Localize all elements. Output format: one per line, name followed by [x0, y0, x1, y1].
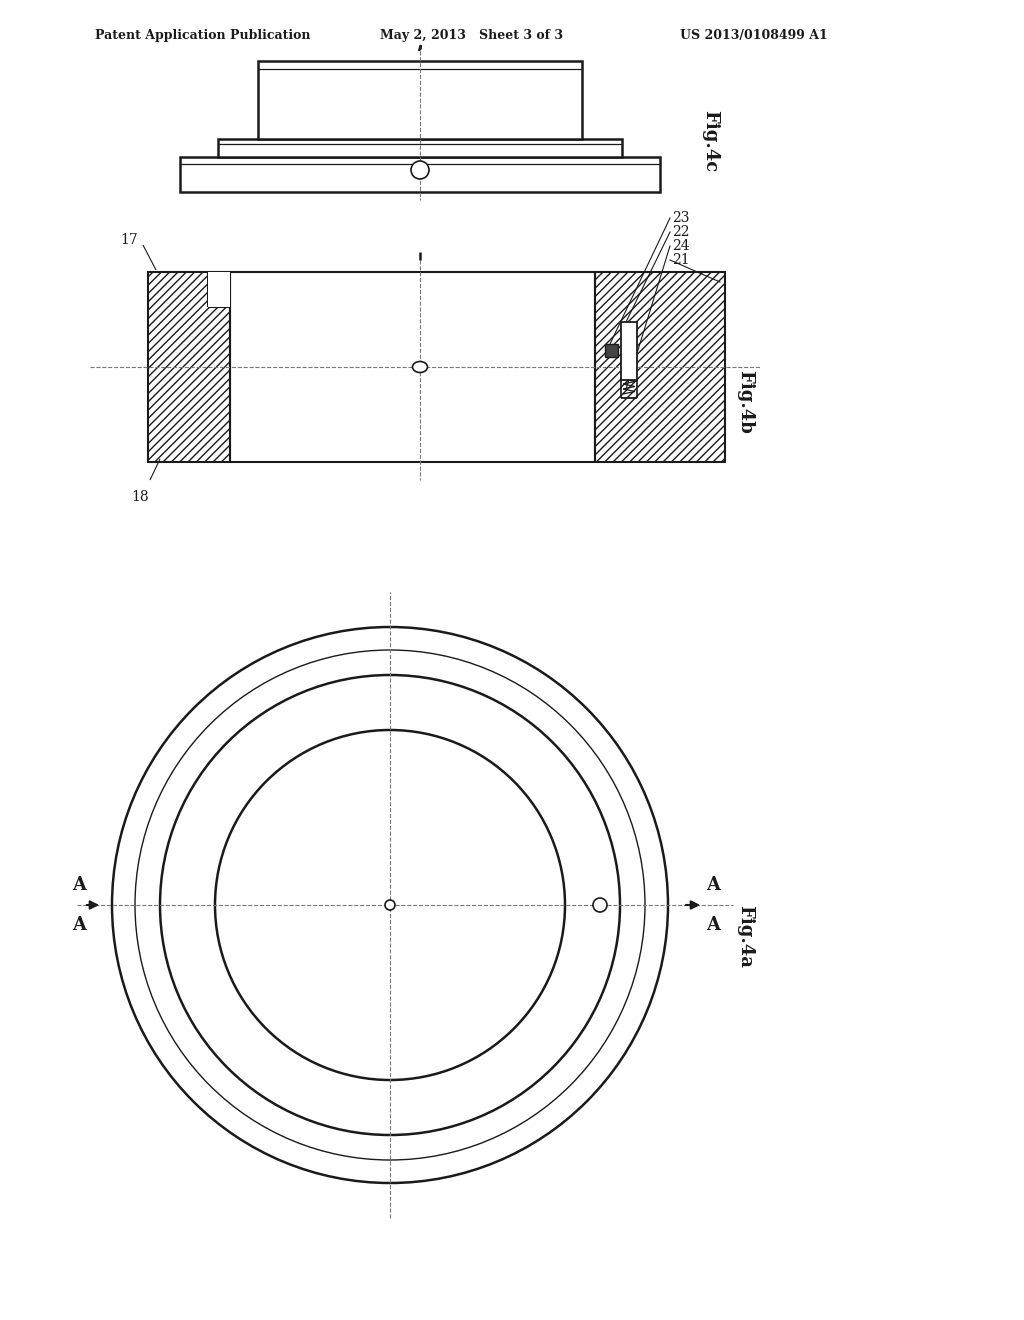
- Bar: [180, 157, 660, 191]
- Bar: [258, 61, 582, 139]
- Bar: [621, 322, 637, 380]
- Text: 18: 18: [131, 490, 148, 504]
- Circle shape: [593, 898, 607, 912]
- Text: Patent Application Publication: Patent Application Publication: [95, 29, 310, 41]
- Text: A: A: [72, 876, 86, 894]
- Text: May 2, 2013   Sheet 3 of 3: May 2, 2013 Sheet 3 of 3: [380, 29, 563, 41]
- Text: US 2013/0108499 A1: US 2013/0108499 A1: [680, 29, 827, 41]
- Bar: [595, 272, 725, 462]
- Bar: [621, 322, 637, 380]
- Circle shape: [160, 675, 620, 1135]
- Text: 17: 17: [120, 234, 138, 247]
- Circle shape: [385, 900, 395, 909]
- Text: A: A: [706, 916, 720, 935]
- Text: Fig.4c: Fig.4c: [701, 110, 719, 172]
- Text: A: A: [706, 876, 720, 894]
- Circle shape: [215, 730, 565, 1080]
- Text: 21: 21: [672, 253, 689, 267]
- Ellipse shape: [413, 362, 427, 372]
- Circle shape: [112, 627, 668, 1183]
- Text: 22: 22: [672, 224, 689, 239]
- Text: A: A: [72, 916, 86, 935]
- Bar: [208, 272, 230, 308]
- Circle shape: [135, 649, 645, 1160]
- Bar: [148, 272, 230, 462]
- Text: Fig.4a: Fig.4a: [736, 906, 754, 968]
- Bar: [218, 139, 622, 157]
- Circle shape: [411, 161, 429, 180]
- Text: 23: 23: [672, 211, 689, 224]
- Bar: [605, 345, 618, 356]
- Text: Fig.4b: Fig.4b: [736, 370, 754, 434]
- Text: 24: 24: [672, 239, 689, 253]
